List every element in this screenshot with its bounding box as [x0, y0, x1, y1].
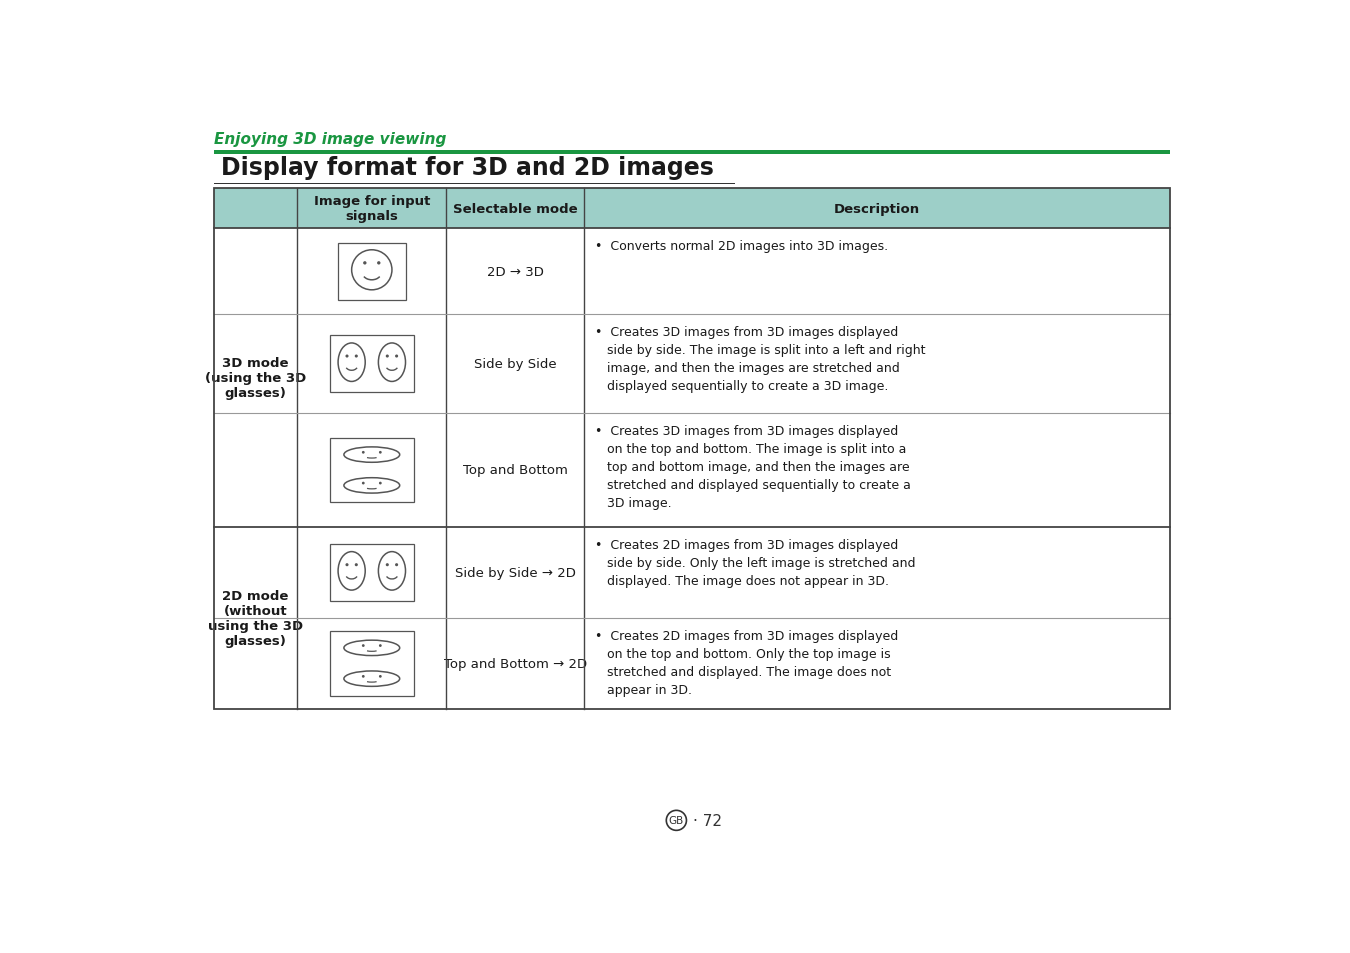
- Bar: [329, 438, 413, 503]
- Ellipse shape: [338, 344, 366, 382]
- Circle shape: [362, 676, 364, 678]
- Bar: [329, 335, 413, 393]
- Circle shape: [346, 355, 348, 358]
- Text: 3D mode
(using the 3D
glasses): 3D mode (using the 3D glasses): [205, 356, 306, 399]
- Circle shape: [363, 262, 367, 265]
- Text: Top and Bottom → 2D: Top and Bottom → 2D: [444, 657, 587, 670]
- Ellipse shape: [378, 344, 405, 382]
- Text: · 72: · 72: [694, 813, 722, 828]
- Circle shape: [355, 355, 358, 358]
- Text: •  Creates 3D images from 3D images displayed
   on the top and bottom. The imag: • Creates 3D images from 3D images displ…: [595, 424, 911, 509]
- Circle shape: [379, 676, 382, 678]
- Text: Description: Description: [834, 202, 921, 215]
- Bar: [213, 189, 1170, 229]
- Text: Side by Side: Side by Side: [474, 358, 556, 371]
- Ellipse shape: [344, 671, 400, 687]
- Text: Display format for 3D and 2D images: Display format for 3D and 2D images: [221, 155, 714, 180]
- Circle shape: [362, 644, 364, 647]
- Bar: [213, 184, 734, 185]
- Text: •  Creates 3D images from 3D images displayed
   side by side. The image is spli: • Creates 3D images from 3D images displ…: [595, 326, 926, 393]
- Bar: [329, 631, 413, 696]
- Circle shape: [346, 563, 348, 567]
- Circle shape: [355, 563, 358, 567]
- Text: GB: GB: [668, 816, 684, 825]
- Circle shape: [351, 251, 391, 291]
- Ellipse shape: [378, 552, 405, 591]
- Ellipse shape: [338, 552, 366, 591]
- Text: •  Creates 2D images from 3D images displayed
   on the top and bottom. Only the: • Creates 2D images from 3D images displ…: [595, 629, 898, 696]
- Bar: [329, 544, 413, 601]
- Bar: [213, 152, 1170, 154]
- Text: Selectable mode: Selectable mode: [452, 202, 578, 215]
- Text: •  Converts normal 2D images into 3D images.: • Converts normal 2D images into 3D imag…: [595, 240, 888, 253]
- Circle shape: [396, 355, 398, 358]
- Text: Image for input
signals: Image for input signals: [313, 195, 431, 223]
- Text: 2D mode
(without
using the 3D
glasses): 2D mode (without using the 3D glasses): [208, 589, 304, 647]
- Ellipse shape: [344, 640, 400, 656]
- Circle shape: [379, 452, 382, 455]
- Circle shape: [377, 262, 381, 265]
- Text: Enjoying 3D image viewing: Enjoying 3D image viewing: [213, 132, 446, 147]
- Circle shape: [386, 563, 389, 567]
- Circle shape: [386, 355, 389, 358]
- Circle shape: [362, 452, 364, 455]
- Text: Top and Bottom: Top and Bottom: [463, 464, 567, 477]
- Ellipse shape: [344, 478, 400, 494]
- Circle shape: [362, 482, 364, 485]
- Text: 2D → 3D: 2D → 3D: [487, 266, 544, 278]
- Bar: [213, 189, 1170, 709]
- Circle shape: [379, 644, 382, 647]
- Circle shape: [379, 482, 382, 485]
- Circle shape: [396, 563, 398, 567]
- Bar: [338, 244, 406, 300]
- Ellipse shape: [344, 447, 400, 463]
- Text: Side by Side → 2D: Side by Side → 2D: [455, 566, 575, 579]
- Text: •  Creates 2D images from 3D images displayed
   side by side. Only the left ima: • Creates 2D images from 3D images displ…: [595, 538, 915, 587]
